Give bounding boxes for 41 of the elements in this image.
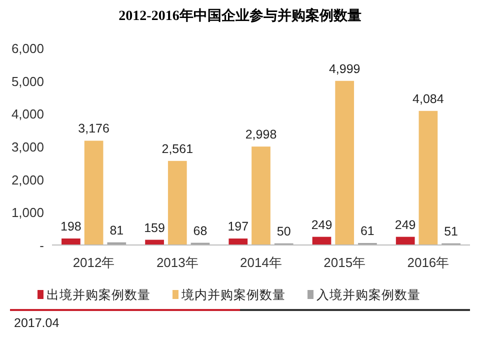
y-tick-label: 4,000: [11, 106, 44, 122]
bar: [396, 236, 415, 245]
data-label: 198: [60, 220, 82, 234]
data-label: 50: [276, 224, 291, 238]
y-tick-label: 1,000: [11, 205, 44, 220]
x-tick-label: 2016年: [407, 255, 450, 270]
data-label: 197: [228, 220, 249, 234]
x-tick-label: 2015年: [324, 255, 366, 270]
x-tick-label: 2012年: [72, 255, 115, 270]
data-label: 81: [110, 223, 124, 238]
y-tick-label: -: [40, 238, 44, 253]
data-label: 4,084: [412, 92, 444, 106]
y-tick-label: 3,000: [11, 140, 44, 154]
bar: [252, 146, 270, 245]
bar: [228, 238, 248, 245]
legend-label: 境内并购案例数量: [180, 287, 286, 302]
y-tick-label: 5,000: [11, 74, 44, 89]
bar: [168, 160, 187, 245]
bar: [312, 236, 332, 245]
data-label: 61: [360, 224, 374, 238]
data-label: 2,561: [162, 142, 194, 156]
data-label: 68: [193, 224, 208, 238]
bar: [84, 140, 104, 245]
x-tick-label: 2014年: [240, 255, 282, 270]
y-tick-label: 2,000: [11, 172, 44, 188]
legend-label: 入境并购案例数量: [316, 287, 420, 302]
data-label: 159: [144, 220, 166, 235]
chart-title: 2012-2016年中国企业参与并购案例数量: [118, 7, 362, 24]
data-label: 3,176: [78, 122, 110, 136]
data-label: 2,998: [245, 128, 277, 142]
bar: [335, 80, 354, 245]
y-tick-label: 6,000: [11, 41, 44, 56]
data-label: 4,999: [328, 62, 360, 76]
data-label: 249: [311, 218, 332, 232]
text: 2017.04: [14, 316, 60, 330]
x-tick-label: 2013年: [156, 255, 198, 270]
legend-label: 出境并购案例数量: [46, 287, 150, 302]
bar: [62, 238, 80, 245]
bar: [418, 110, 438, 245]
data-label: 51: [444, 224, 458, 238]
data-label: 249: [394, 218, 416, 232]
